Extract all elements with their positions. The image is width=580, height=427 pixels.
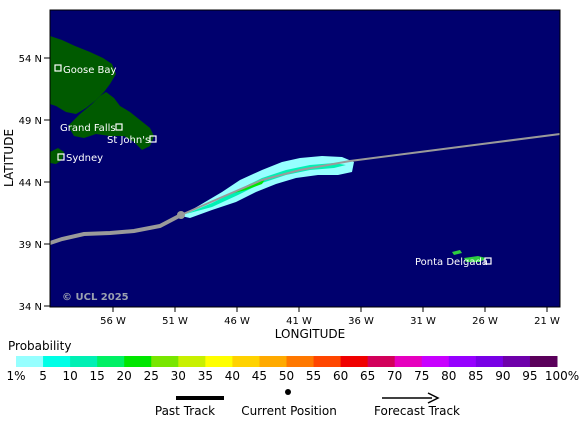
track-legend: Past Track Current Position Forecast Tra… [155,389,460,418]
scale-tick-label: 25 [144,369,159,383]
probability-swath-outer [181,156,354,218]
scale-tick-label: 80 [441,369,456,383]
sydney-label: Sydney [66,153,103,164]
scale-tick-label: 40 [225,369,240,383]
lon-tick-label: 31 W [410,316,436,327]
lon-tick-label: 21 W [534,316,560,327]
current-position-legend-dot [285,389,291,395]
scale-tick-label: 65 [360,369,375,383]
scale-swatch [448,356,477,367]
forecast-track-line [180,133,561,216]
goose-bay-label: Goose Bay [63,65,117,76]
lat-tick-label: 49 N [19,116,42,127]
scale-swatch [367,356,396,367]
newfoundland-landmass [68,92,154,150]
lat-tick-label: 39 N [19,240,42,251]
lon-tick-label: 51 W [162,316,188,327]
scale-tick-label: 1% [6,369,25,383]
scale-tick-label: 55 [306,369,321,383]
probability-swath-inner [186,163,346,214]
lon-tick-label: 46 W [224,316,250,327]
ponta-delgada-marker [484,257,492,265]
past-track-legend-label: Past Track [155,404,215,418]
scale-tick-label: 5 [39,369,47,383]
scale-tick-label: 20 [117,369,132,383]
scale-swatch [475,356,504,367]
scale-swatch [394,356,423,367]
scale-tick-label: 95 [522,369,537,383]
scale-tick-label: 10 [62,369,77,383]
scale-tick-label: 70 [387,369,402,383]
scale-swatch [70,356,98,367]
scale-tick-label: 90 [495,369,510,383]
current-position-legend-label: Current Position [241,404,337,418]
scale-swatch [124,356,152,367]
scale-swatch [529,356,558,367]
x-axis-title: LONGITUDE [275,327,345,341]
map-frame [49,9,561,308]
scale-swatch [16,356,44,367]
scale-swatch [97,356,125,367]
st-johns-label: St John's [107,135,150,146]
probability-title: Probability [8,339,72,353]
lat-tick-label: 44 N [19,178,42,189]
scale-swatch [205,356,233,367]
forecast-arrow-icon [427,392,440,404]
scale-tick-label: 35 [198,369,213,383]
lon-tick-label: 41 W [286,316,312,327]
probability-color-scale [16,356,558,367]
scale-swatch [151,356,179,367]
scale-swatch [340,356,369,367]
latitude-axis: 54 N 49 N 44 N 39 N 34 N [19,54,50,313]
scale-tick-label: 30 [171,369,186,383]
past-track-line [49,213,182,245]
labrador-landmass [50,36,116,114]
sydney-marker [57,153,65,161]
scale-tick-label: 15 [90,369,105,383]
goose-bay-marker [54,64,62,72]
scale-swatch [286,356,315,367]
scale-swatch [313,356,342,367]
grand-falls-marker [115,123,123,131]
scale-swatch [502,356,531,367]
scale-swatch [178,356,206,367]
scale-tick-label: 85 [468,369,483,383]
scale-swatch [232,356,260,367]
copyright-text: © UCL 2025 [62,292,129,303]
y-axis-title: LATITUDE [2,129,16,187]
lon-tick-label: 26 W [472,316,498,327]
forecast-track-legend-label: Forecast Track [374,404,460,418]
current-position-marker [177,211,185,219]
azores-islands [452,250,486,262]
grand-falls-label: Grand Falls [60,123,116,134]
scale-tick-label: 50 [279,369,294,383]
lat-tick-label: 34 N [19,302,42,313]
lon-tick-label: 56 W [100,316,126,327]
scale-tick-label: 60 [333,369,348,383]
scale-tick-label: 45 [252,369,267,383]
ponta-delgada-label: Ponta Delgada [415,257,488,268]
scale-swatch [259,356,287,367]
scale-swatch [421,356,450,367]
probability-scale-labels: 1% 5 10 15 20 25 30 35 40 45 50 55 60 65 70 75 80 85 90 95 1… [6,369,579,383]
lat-tick-label: 54 N [19,54,42,65]
longitude-axis: 56 W 51 W 46 W 41 W 36 W 31 W 26 W 21 W [100,307,560,327]
scale-swatch [43,356,71,367]
scale-tick-label: 75 [414,369,429,383]
lon-tick-label: 36 W [348,316,374,327]
scale-tick-label: 100% [545,369,579,383]
st-johns-marker [149,135,157,143]
